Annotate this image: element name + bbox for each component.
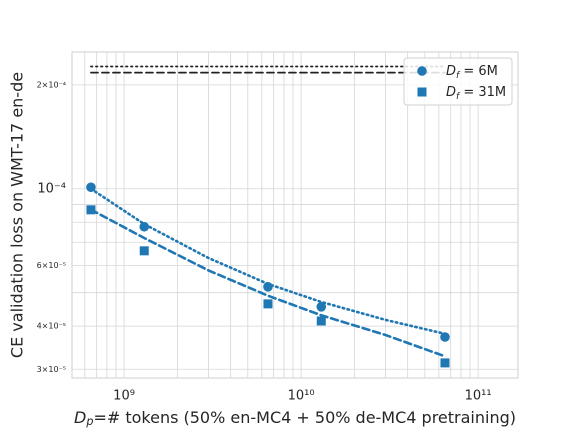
- x-tick-label: 10⁹: [113, 389, 135, 404]
- marker: [86, 182, 96, 193]
- marker: [440, 332, 450, 342]
- y-tick-label: 2×10⁻⁴: [37, 80, 66, 89]
- legend-label: Df = 31M: [446, 85, 506, 102]
- y-tick-label: 6×10⁻⁵: [37, 261, 66, 270]
- marker: [263, 281, 273, 292]
- y-tick-label: 4×10⁻⁵: [37, 322, 66, 331]
- fit-line: [89, 208, 447, 358]
- marker: [263, 299, 273, 309]
- marker: [316, 316, 326, 326]
- y-axis-label: CE validation loss on WMT-17 en-de: [8, 72, 27, 358]
- plot-area: [71, 51, 519, 379]
- legend-marker: [417, 66, 427, 76]
- marker: [86, 205, 96, 215]
- legend-label: Df = 6M: [446, 64, 498, 81]
- legend-box: [403, 57, 513, 106]
- marker: [440, 358, 450, 368]
- marker: [139, 221, 150, 232]
- marker: [316, 302, 327, 312]
- x-axis-label: Dp=# tokens (50% en-MC4 + 50% de-MC4 pre…: [74, 408, 516, 429]
- x-tick-label: 10¹⁰: [288, 389, 315, 404]
- legend-marker: [417, 87, 427, 97]
- y-tick-label: 3×10⁻⁵: [37, 365, 66, 374]
- y-tick-label: 10⁻⁴: [37, 181, 66, 196]
- x-tick-label: 10¹¹: [465, 389, 492, 404]
- marker: [139, 246, 149, 256]
